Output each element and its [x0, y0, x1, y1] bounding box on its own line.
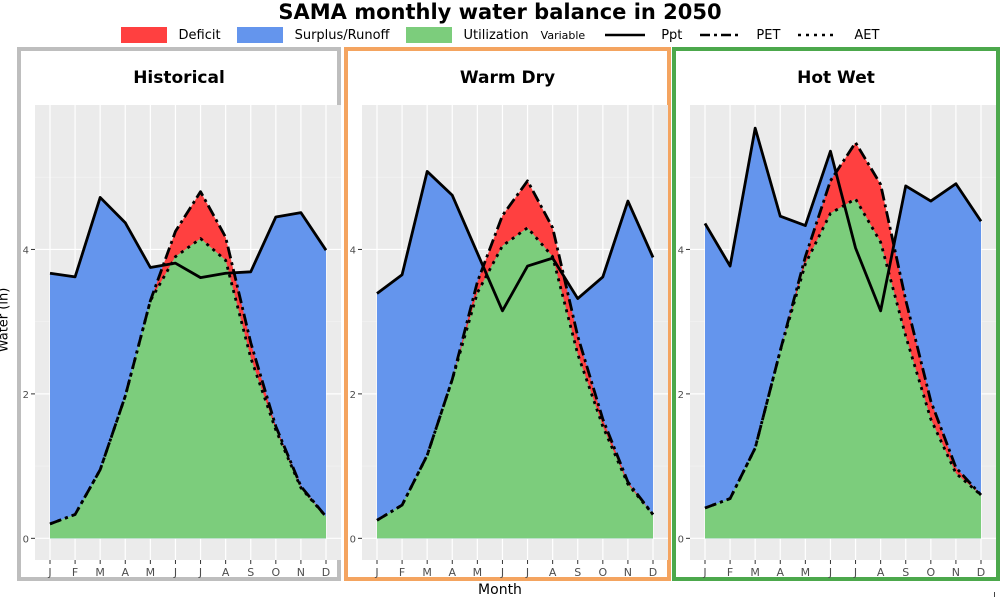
y-tick-label: 2	[23, 390, 29, 401]
y-tick-label: 0	[23, 534, 29, 545]
x-tick-label: S	[247, 566, 254, 579]
x-tick-label: J	[525, 566, 529, 579]
x-tick-label: O	[271, 566, 280, 579]
x-tick-label: J	[702, 566, 706, 579]
x-tick-label: A	[449, 566, 457, 579]
x-tick-label: M	[95, 566, 105, 579]
legend-line-ppt	[605, 33, 646, 37]
x-tick-label: M	[750, 566, 760, 579]
pet-line	[49, 190, 328, 526]
aet-line	[49, 237, 328, 526]
x-tick-label: A	[877, 566, 885, 579]
legend-label-deficit: Deficit	[178, 27, 221, 43]
legend-label-utilization: Utilization	[463, 27, 529, 43]
utilization-area	[377, 227, 653, 539]
x-tick-label: D	[977, 566, 985, 579]
ppt-line	[703, 126, 983, 313]
y-axis-title: Water (in)	[0, 287, 12, 353]
x-tick-label: D	[649, 566, 657, 579]
x-tick-label: F	[399, 566, 405, 579]
legend-swatch-utilization	[405, 27, 452, 43]
legend-item-deficit: Deficit	[120, 27, 221, 43]
utilization-area	[50, 238, 326, 539]
y-tick-label: 0	[678, 534, 684, 545]
y-tick-label: 4	[23, 245, 29, 256]
x-tick-label: N	[952, 566, 960, 579]
x-tick-label: M	[146, 566, 156, 579]
chart-title: SAMA monthly water balance in 2050	[278, 0, 722, 24]
x-tick-label: A	[549, 566, 557, 579]
legend-variable-title: Variable	[540, 28, 586, 42]
y-tick-label: 4	[678, 245, 684, 256]
panel-title: Historical	[133, 68, 225, 88]
legend-label-aet: AET	[854, 27, 880, 43]
y-tick-label: 2	[350, 390, 356, 401]
legend-swatch-deficit	[120, 27, 167, 43]
panel-1: Warm Dry 0 2 4 J F M A M J J A S O N D	[344, 47, 671, 581]
x-tick-label: A	[122, 566, 130, 579]
y-tick-label: 2	[678, 390, 684, 401]
x-tick-label: M	[801, 566, 811, 579]
x-tick-label: O	[926, 566, 935, 579]
legend-item-aet: AET	[796, 28, 879, 43]
x-tick-label: J	[374, 566, 378, 579]
x-tick-label: N	[297, 566, 305, 579]
legend-swatch-surplus	[236, 27, 283, 43]
legend-line-aet	[798, 33, 839, 37]
x-tick-label: J	[500, 566, 504, 579]
panel-title: Hot Wet	[797, 68, 875, 88]
x-tick-label: J	[828, 566, 832, 579]
x-tick-label: F	[72, 566, 78, 579]
legend-item-surplus: Surplus/Runoff	[236, 27, 390, 43]
x-tick-label: O	[598, 566, 607, 579]
y-tick-label: 0	[350, 534, 356, 545]
panel-0: Historical 0 2 4 J F M A M J J A S O N D	[17, 47, 341, 581]
legend-item-pet: PET	[698, 28, 780, 43]
legend-item-utilization: Utilization	[405, 27, 529, 43]
x-tick-label: A	[777, 566, 785, 579]
y-tick-label: 4	[350, 245, 356, 256]
x-tick-label: A	[222, 566, 230, 579]
panel-2: Hot Wet 0 2 4 J F M A M J J A S O N D	[672, 47, 1000, 581]
legend-label-pet: PET	[756, 27, 781, 43]
x-tick-label: N	[624, 566, 632, 579]
x-axis-title: Month	[478, 582, 522, 598]
pet-line	[376, 179, 655, 522]
panel-title: Warm Dry	[460, 68, 555, 88]
legend-label-surplus: Surplus/Runoff	[294, 27, 390, 43]
x-tick-label: F	[727, 566, 733, 579]
legend-line-pet	[700, 33, 741, 37]
legend-label-ppt: Ppt	[661, 27, 683, 43]
x-tick-label: J	[198, 566, 202, 579]
x-tick-label: D	[322, 566, 330, 579]
y-axis-title-wrap: Water (in)	[0, 0, 22, 600]
corner-tick-mark	[994, 592, 995, 597]
x-tick-label: S	[574, 566, 581, 579]
x-tick-label: M	[422, 566, 432, 579]
x-tick-label: J	[173, 566, 177, 579]
ppt-line	[376, 170, 655, 313]
x-tick-label: M	[473, 566, 483, 579]
x-tick-label: J	[47, 566, 51, 579]
utilization-area	[705, 198, 981, 539]
pet-line	[704, 141, 983, 510]
x-tick-label: S	[902, 566, 909, 579]
legend: Deficit Surplus/Runoff Utilization Varia…	[0, 24, 1000, 46]
legend-item-ppt: Ppt	[603, 28, 682, 43]
x-tick-label: J	[853, 566, 857, 579]
ppt-line	[49, 196, 328, 280]
